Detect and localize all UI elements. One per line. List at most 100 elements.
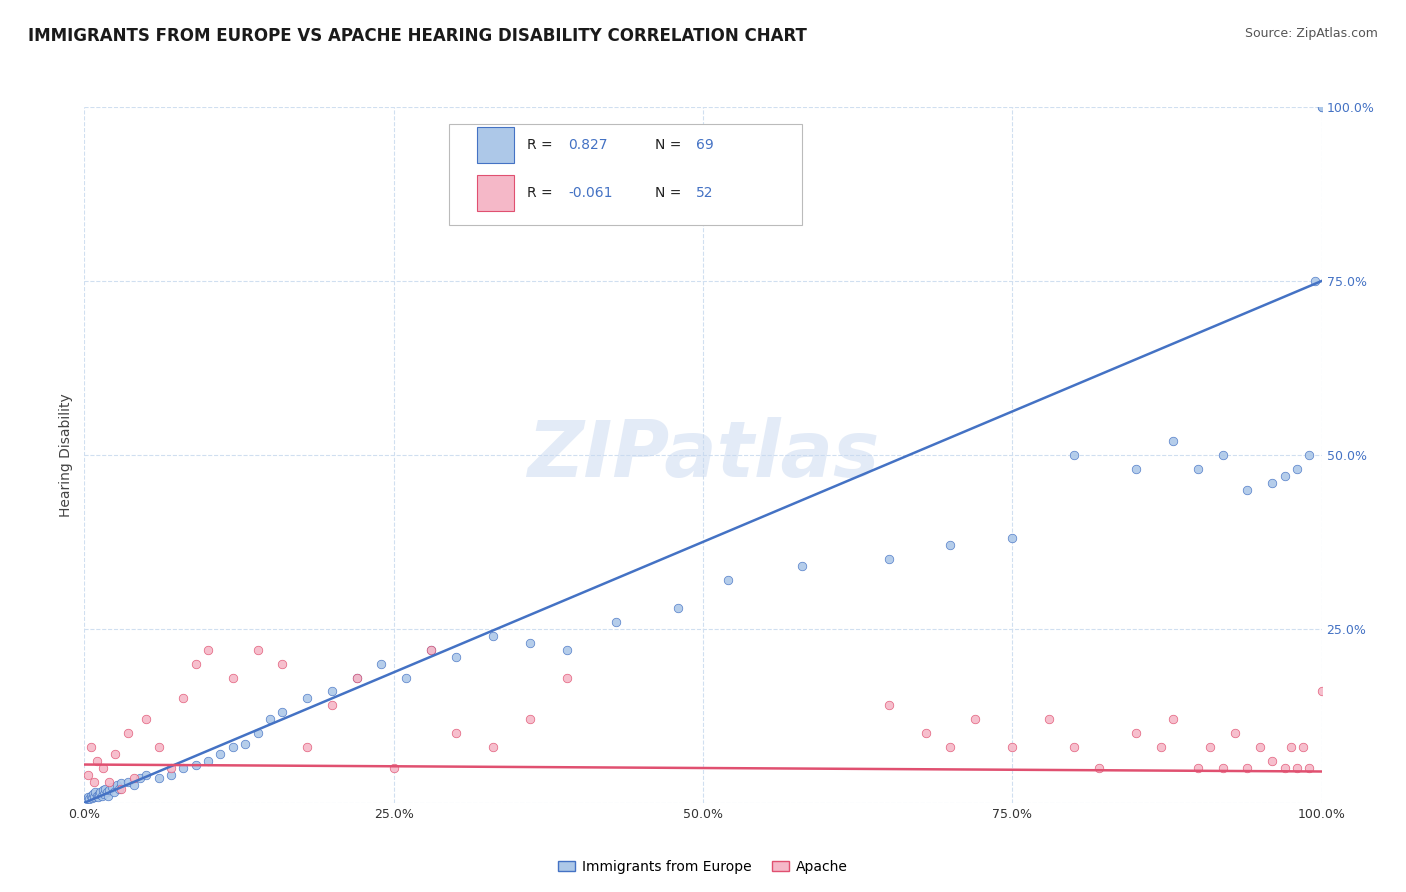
Point [80,791,103,805]
Point [87,790,110,805]
Text: 69: 69 [696,138,713,152]
Point [172,691,194,706]
Point [1310,100,1333,114]
Text: N =: N = [655,138,686,152]
Point [184,757,207,772]
Point [1236,483,1258,497]
Point [419,642,441,657]
Point [83,775,105,789]
Point [97,789,120,803]
Point [370,657,392,671]
Point [1063,740,1085,755]
Point [1125,462,1147,476]
Point [1125,726,1147,740]
Point [184,657,207,671]
Text: Source: ZipAtlas.com: Source: ZipAtlas.com [1244,27,1378,40]
Point [1310,100,1333,114]
Point [91,783,114,797]
Point [1298,448,1320,462]
Point [160,768,183,782]
Point [104,747,127,761]
Point [197,754,219,768]
Point [197,642,219,657]
Point [86,754,108,768]
Point [939,740,962,755]
Point [86,789,108,803]
Point [93,787,115,801]
Point [1274,468,1296,483]
Point [1150,740,1173,755]
Point [965,712,987,726]
Point [1187,462,1209,476]
Text: R =: R = [527,138,557,152]
Point [519,636,541,650]
Point [91,761,114,775]
Point [481,740,503,755]
Point [271,706,294,720]
Point [1305,274,1327,288]
Point [117,775,139,789]
Point [117,726,139,740]
Point [555,642,578,657]
Point [1236,761,1258,775]
Text: 0.827: 0.827 [568,138,607,152]
Point [98,775,121,789]
Point [1285,761,1308,775]
Point [172,761,194,775]
Point [346,671,368,685]
Point [877,552,900,566]
Point [1261,475,1284,490]
Point [395,671,418,685]
Point [100,780,122,795]
Legend: Immigrants from Europe, Apache: Immigrants from Europe, Apache [553,855,853,880]
Point [321,698,343,713]
Point [1223,726,1246,740]
FancyBboxPatch shape [477,127,513,163]
FancyBboxPatch shape [450,124,801,226]
Point [108,781,131,796]
Point [914,726,936,740]
Text: 52: 52 [696,186,713,201]
Point [1261,754,1284,768]
Point [246,642,269,657]
Point [90,789,112,803]
Point [717,573,740,587]
Point [1285,462,1308,476]
Point [1212,448,1234,462]
Point [1310,684,1333,698]
Point [1292,740,1315,755]
Point [382,761,405,775]
Point [271,657,294,671]
Point [110,781,132,796]
Point [1063,448,1085,462]
Point [939,538,962,552]
Point [1161,434,1184,448]
Point [666,601,689,615]
Point [77,768,100,782]
Point [259,712,281,726]
Point [89,785,111,799]
Point [79,740,101,755]
Point [519,712,541,726]
Point [96,785,118,799]
Point [135,768,157,782]
Point [1298,761,1320,775]
Point [295,691,318,706]
Point [444,726,467,740]
Point [77,790,100,805]
Point [83,789,105,804]
Point [1212,761,1234,775]
Point [94,781,117,796]
Point [877,698,900,713]
Point [233,737,256,751]
Point [1161,712,1184,726]
Point [1279,740,1302,755]
Point [148,772,170,786]
Point [1187,761,1209,775]
Text: IMMIGRANTS FROM EUROPE VS APACHE HEARING DISABILITY CORRELATION CHART: IMMIGRANTS FROM EUROPE VS APACHE HEARING… [28,27,807,45]
Point [1001,740,1024,755]
Point [481,629,503,643]
Point [1249,740,1271,755]
Point [555,671,578,685]
Point [98,783,121,797]
